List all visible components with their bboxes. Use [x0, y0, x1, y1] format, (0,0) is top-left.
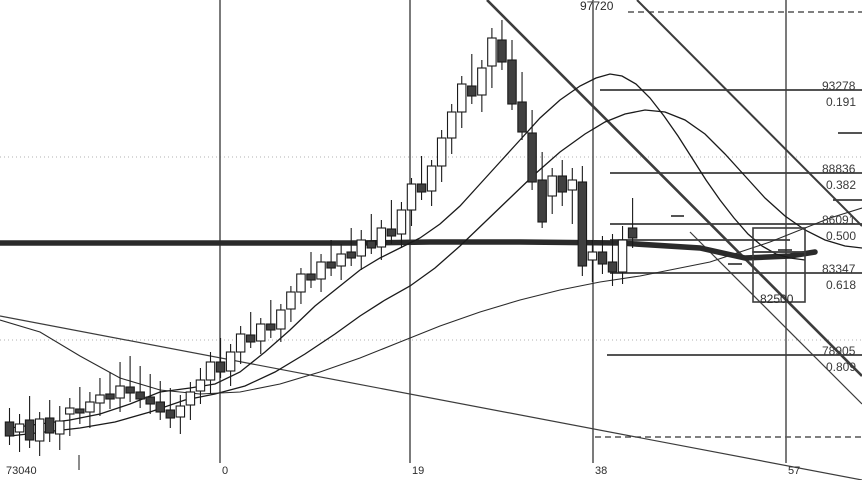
candle-body-bullish: [34, 418, 45, 442]
ma-slow: [0, 207, 862, 395]
candle-body-bullish: [587, 251, 598, 261]
candle-body-bullish: [426, 165, 437, 192]
candle-body-bearish: [135, 391, 145, 400]
fib-price-0618: 83347: [822, 262, 856, 276]
down-channel-lower: [636, 0, 862, 227]
candle-body-bearish: [537, 179, 547, 223]
candle-body-bullish: [487, 37, 497, 67]
ma-fast: [9, 73, 806, 429]
candle-body-bullish: [225, 351, 236, 372]
fib-ratio-0809: 0.809: [826, 360, 857, 374]
candle-body-bearish: [125, 386, 135, 394]
candle-body-bullish: [567, 179, 578, 191]
fib-ratio-0500: 0.500: [826, 229, 857, 243]
x-axis-label-2: 19: [412, 465, 425, 477]
fib-price-0500: 86091: [822, 213, 856, 227]
swing-high-label: 97720: [580, 0, 614, 13]
candle-body-bearish: [416, 183, 427, 193]
candle-body-bearish: [497, 39, 507, 63]
candle-body-bearish: [326, 261, 336, 269]
candle-body-bullish: [617, 239, 628, 273]
candle-body-bullish: [185, 391, 196, 406]
candle-body-bearish: [627, 227, 638, 239]
candle-series: [4, 20, 638, 456]
candle-body-bullish: [477, 67, 487, 96]
x-axis-label-1: 0: [222, 465, 229, 477]
candle-body-bearish: [24, 419, 35, 441]
candle-body-bullish: [316, 261, 326, 280]
candle-body-bearish: [44, 417, 55, 434]
candle-body-bullish: [205, 361, 216, 381]
fib-price-0809: 78905: [822, 344, 856, 358]
candle-body-bearish: [155, 401, 166, 413]
candle-body-bullish: [175, 405, 186, 418]
candle-body-bullish: [436, 137, 447, 167]
candle-body-bearish: [306, 273, 316, 281]
candle-body-bullish: [406, 183, 417, 211]
candle-body-bullish: [376, 227, 387, 248]
highlight-box[interactable]: [752, 227, 806, 303]
fib-price-0191: 93278: [822, 79, 856, 93]
candle-body-bullish: [14, 423, 25, 433]
candle-body-bullish: [85, 401, 95, 413]
candle-body-bearish: [577, 181, 588, 267]
x-axis-label-4: 57: [788, 465, 801, 477]
down-channel-upper: [486, 0, 862, 377]
candle-body-bullish: [336, 253, 346, 267]
candle-body-bullish: [396, 209, 407, 235]
candle-body-bullish: [65, 407, 75, 415]
fib-ratio-0191: 0.191: [826, 95, 857, 109]
candle-body-bullish: [446, 111, 457, 139]
rising-support: [0, 315, 862, 480]
vertical-time-gridlines: [78, 0, 787, 470]
fib-ratio-0382: 0.382: [826, 178, 857, 192]
candle-body-bearish: [165, 409, 176, 419]
candle-body-bearish: [266, 323, 276, 331]
candle-body-bullish: [115, 385, 125, 399]
candle-body-bearish: [346, 251, 356, 259]
x-axis-label-0: 73040: [6, 465, 37, 477]
candle-body-bearish: [4, 421, 15, 437]
candle-body-bearish: [527, 132, 537, 183]
candle-body-bearish: [467, 85, 477, 97]
fibonacci-levels: [600, 89, 862, 356]
candle-body-bullish: [286, 291, 296, 310]
candle-body-bullish: [95, 394, 105, 404]
candle-body-bullish: [276, 309, 286, 330]
box-price-label: 82500: [760, 292, 794, 306]
candle-body-bearish: [105, 393, 115, 400]
candle-body-bullish: [456, 83, 467, 113]
down-channel-far: [689, 231, 862, 405]
candle-body-bearish: [366, 240, 377, 249]
fib-price-0382: 88836: [822, 162, 856, 176]
candle-body-bullish: [54, 420, 65, 435]
dashed-extreme-lines: [595, 11, 862, 438]
candle-body-bullish: [547, 175, 557, 197]
candle-body-bullish: [235, 333, 246, 353]
candle-body-bullish: [195, 379, 206, 392]
candle-body-bullish: [296, 273, 306, 293]
moving-average-curves: [0, 73, 862, 437]
candle-body-bearish: [607, 261, 618, 273]
candle-body-bullish: [356, 239, 366, 257]
ma-mid: [9, 109, 862, 437]
candle-body-bullish: [255, 323, 266, 342]
candle-body-bearish: [75, 408, 85, 414]
candle-body-bearish: [145, 396, 155, 405]
candle-body-bearish: [557, 175, 567, 193]
candle-body-bearish: [507, 59, 517, 105]
candle-body-bearish: [245, 334, 256, 343]
candle-body-bearish: [215, 361, 226, 373]
candle-body-bearish: [597, 251, 608, 265]
candle-body-bearish: [386, 228, 397, 237]
fib-ratio-0618: 0.618: [826, 278, 857, 292]
candle-body-bearish: [517, 101, 527, 133]
measure-ticks: [671, 215, 792, 265]
x-axis-label-3: 38: [595, 465, 608, 477]
